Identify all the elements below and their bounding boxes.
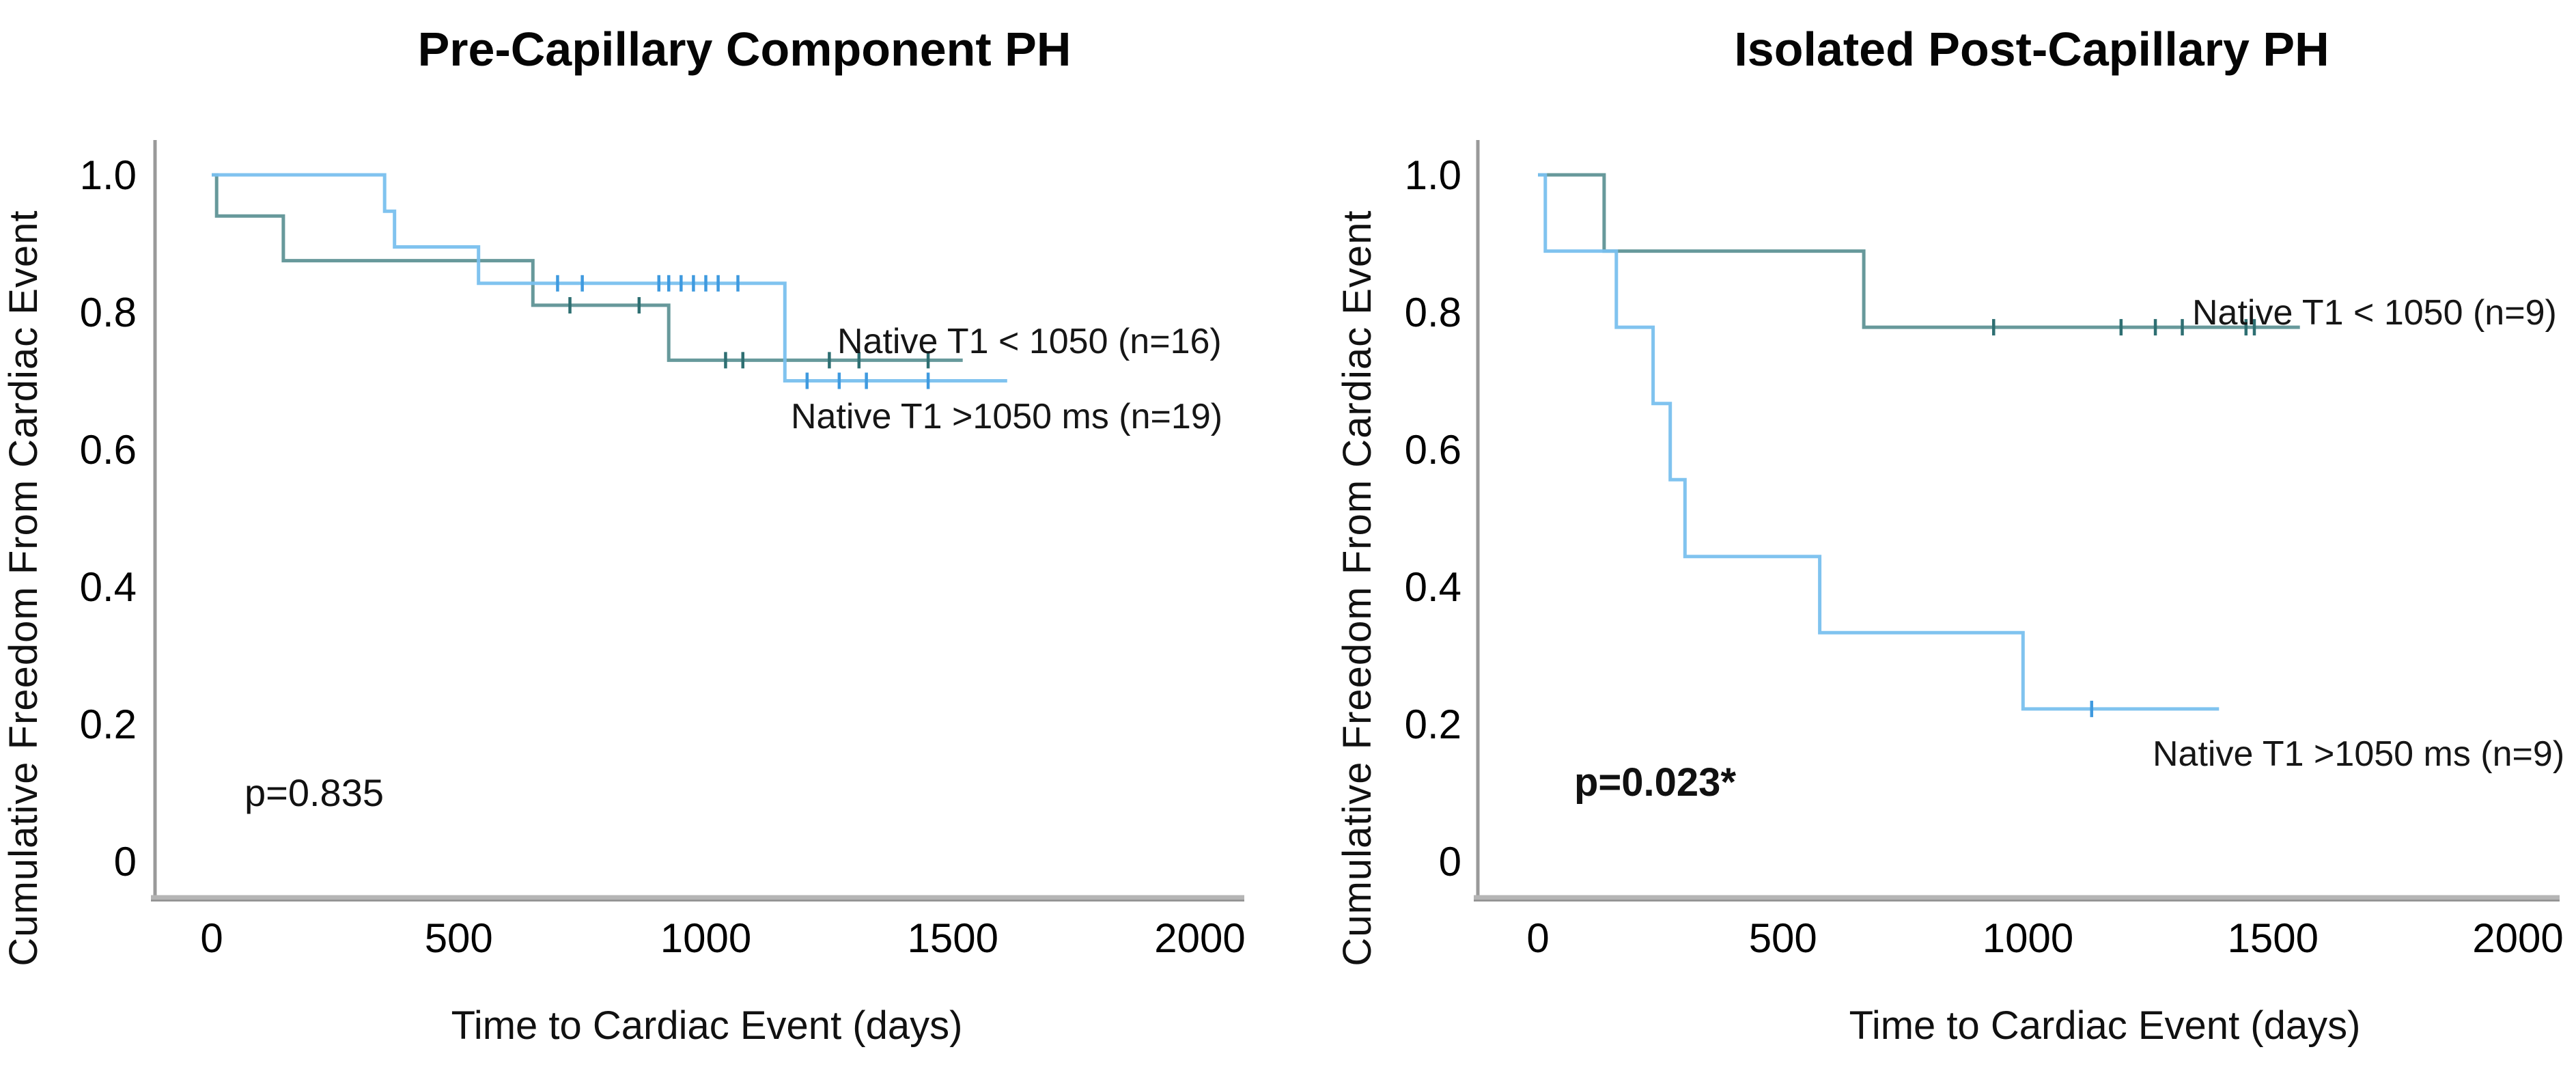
y-tick-label: 0.6 bbox=[1405, 427, 1461, 473]
y-tick-label: 0 bbox=[114, 839, 137, 885]
x-tick-label: 1000 bbox=[660, 915, 751, 961]
x-tick-label: 0 bbox=[1526, 915, 1549, 961]
right-panel-title: Isolated Post-Capillary PH bbox=[1734, 23, 2329, 76]
y-tick-label: 1.0 bbox=[80, 152, 137, 198]
y-tick-label: 0.2 bbox=[1405, 701, 1461, 747]
y-tick-label: 0.4 bbox=[80, 564, 137, 610]
y-tick-label: 0.8 bbox=[80, 290, 137, 335]
left-y-axis-label: Cumulative Freedom From Cardiac Event bbox=[1, 210, 46, 967]
right-y-axis-label: Cumulative Freedom From Cardiac Event bbox=[1335, 210, 1380, 967]
left-legend-label-below-1050: Native T1 < 1050 (n=16) bbox=[837, 322, 1222, 361]
left-p-value: p=0.835 bbox=[244, 771, 384, 814]
y-tick-label: 0.6 bbox=[80, 427, 137, 473]
x-tick-label: 0 bbox=[200, 915, 223, 961]
x-tick-label: 2000 bbox=[2472, 915, 2563, 961]
km-step-curve bbox=[1538, 173, 2300, 329]
right-legend-label-below-1050: Native T1 < 1050 (n=9) bbox=[2192, 293, 2557, 333]
y-tick-label: 0.8 bbox=[1405, 290, 1461, 335]
x-tick-label: 1500 bbox=[2228, 915, 2319, 961]
y-tick-label: 0.4 bbox=[1405, 564, 1461, 610]
km-step-curve bbox=[212, 173, 1007, 383]
left-legend-label-above-1050: Native T1 >1050 ms (n=19) bbox=[791, 397, 1223, 436]
right-legend-label-above-1050: Native T1 >1050 ms (n=9) bbox=[2153, 734, 2565, 774]
x-tick-label: 500 bbox=[1749, 915, 1817, 961]
km-step-curve bbox=[212, 173, 963, 362]
y-tick-label: 0 bbox=[1439, 839, 1461, 885]
y-tick-label: 0.2 bbox=[80, 701, 137, 747]
x-tick-label: 500 bbox=[425, 915, 493, 961]
km-step-curve bbox=[1538, 173, 2220, 711]
left-x-axis-label: Time to Cardiac Event (days) bbox=[451, 1003, 963, 1048]
right-p-value: p=0.023* bbox=[1574, 760, 1737, 805]
x-tick-label: 2000 bbox=[1154, 915, 1245, 961]
left-panel-title: Pre-Capillary Component PH bbox=[417, 23, 1072, 76]
y-tick-label: 1.0 bbox=[1405, 152, 1461, 198]
right-x-axis-label: Time to Cardiac Event (days) bbox=[1849, 1003, 2361, 1048]
x-tick-label: 1000 bbox=[1983, 915, 2073, 961]
x-tick-label: 1500 bbox=[908, 915, 998, 961]
